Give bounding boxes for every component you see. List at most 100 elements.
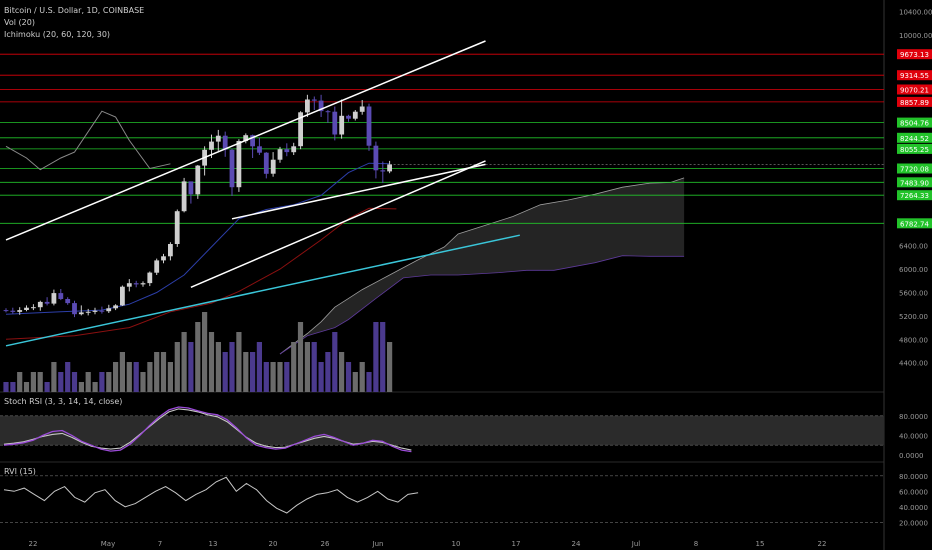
level-price-label: 8857.89: [900, 99, 929, 107]
price-tick-label: 10400.00: [899, 9, 932, 17]
candle-body: [181, 181, 187, 212]
time-tick-label: 13: [209, 540, 218, 548]
candle-body: [284, 149, 290, 153]
rvi-legend[interactable]: RVI (15): [4, 467, 36, 476]
volume-bar: [126, 362, 132, 392]
rvi-pane: [0, 475, 884, 523]
candle-body: [222, 135, 228, 150]
rvi-tick-label: 40.0000: [899, 504, 928, 512]
candle-body: [37, 301, 43, 308]
stoch-tick-label: 80.0000: [899, 413, 928, 421]
volume-bar: [51, 362, 57, 392]
candle-body: [250, 135, 255, 147]
candle-body: [366, 106, 372, 146]
level-price-tag: [897, 70, 932, 81]
candle-body: [85, 311, 91, 313]
time-axis: 22 May 7 13 20 26 Jun 10 17 24 Jul 8 15 22: [29, 540, 827, 548]
time-tick-label: 20: [269, 540, 278, 548]
candle-body: [51, 293, 57, 304]
volume-bar: [236, 332, 242, 392]
candle-body: [311, 99, 317, 101]
ichimoku-legend[interactable]: Ichimoku (20, 60, 120, 30): [4, 30, 111, 39]
time-tick-label: Jul: [631, 540, 641, 548]
volume-bar: [380, 322, 386, 392]
chikou-span: [5, 110, 171, 171]
candle-body: [305, 99, 310, 113]
time-tick-label: 15: [756, 540, 765, 548]
price-tick-label: 5200.00: [899, 313, 928, 321]
volume-bar: [373, 322, 379, 392]
level-price-tag: [897, 143, 932, 154]
price-tick-label: 4800.00: [899, 336, 928, 344]
rvi-tick-label: 60.0000: [899, 488, 928, 496]
candle-body: [154, 260, 160, 273]
volume-bar: [99, 372, 105, 392]
volume-bar: [147, 362, 153, 392]
senkou-span-a: [279, 177, 685, 355]
candle-body: [17, 310, 23, 312]
volume-bar: [222, 352, 228, 392]
volume-bar: [284, 362, 290, 392]
candle-body: [339, 115, 345, 135]
time-tick-label: 22: [818, 540, 827, 548]
volume-bar: [160, 352, 167, 392]
volume-bar: [318, 362, 324, 392]
volume-bar: [167, 362, 173, 392]
level-price-tag: [897, 96, 932, 107]
candle-body: [318, 100, 324, 112]
senkou-span-b: [279, 255, 685, 355]
volume-bar: [181, 332, 187, 392]
stoch-rsi-legend[interactable]: Stoch RSI (3, 3, 14, 14, close): [4, 397, 123, 406]
candle-body: [215, 135, 221, 142]
candle-body: [78, 312, 84, 315]
candle-body: [65, 299, 71, 304]
volume-legend[interactable]: Vol (20): [4, 18, 35, 27]
trendlines: [5, 40, 520, 347]
level-price-label: 9673.13: [900, 51, 929, 59]
level-price-label: 7483.90: [900, 179, 929, 187]
candle-body: [277, 149, 283, 160]
volume-bar: [208, 332, 215, 392]
volume-bar: [37, 372, 43, 392]
level-price-label: 8504.76: [900, 120, 929, 128]
volume-bar: [195, 322, 201, 392]
trendline: [190, 160, 486, 288]
candle-body: [332, 111, 338, 135]
candle-body: [352, 111, 358, 119]
time-tick-label: 8: [694, 540, 698, 548]
level-price-label: 8055.25: [900, 146, 929, 154]
time-tick-label: 7: [158, 540, 162, 548]
volume-bar: [291, 342, 297, 392]
price-tick-label: 6000.00: [899, 266, 928, 274]
candle-body: [373, 145, 379, 171]
volume-bars: [3, 312, 393, 392]
volume-bar: [140, 372, 146, 392]
level-price-tag: [897, 190, 932, 201]
candle-body: [92, 310, 98, 312]
volume-bar: [44, 382, 50, 392]
level-price-tag: [897, 49, 932, 60]
candle-body: [270, 159, 276, 174]
volume-bar: [243, 352, 249, 392]
volume-bar: [215, 342, 221, 392]
candle-body: [291, 146, 297, 153]
volume-bar: [256, 342, 262, 392]
candle-body: [147, 272, 153, 284]
volume-bar: [188, 342, 194, 392]
level-price-tag: [897, 84, 932, 95]
candle-body: [44, 301, 50, 304]
time-tick-label: 17: [512, 540, 521, 548]
volume-bar: [332, 332, 338, 392]
candle-body: [31, 307, 36, 309]
trendline: [231, 163, 486, 220]
candle-body: [174, 211, 180, 244]
volume-bar: [352, 372, 358, 392]
volume-bar: [325, 352, 331, 392]
candle-body: [346, 115, 351, 119]
candle-body: [168, 244, 173, 257]
time-tick-label: Jun: [372, 540, 384, 548]
volume-bar: [250, 352, 256, 392]
rvi-line: [3, 476, 419, 514]
volume-bar: [23, 382, 30, 392]
